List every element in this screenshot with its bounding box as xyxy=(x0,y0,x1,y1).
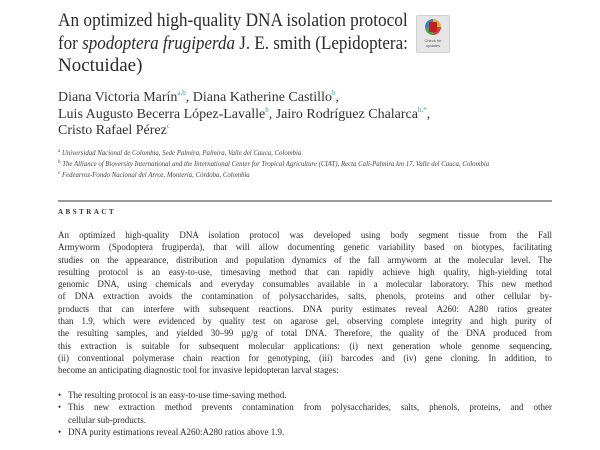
species-name: spodoptera frugiperda xyxy=(82,32,235,54)
abstract-line: the resulting samples, and yielded 30–99… xyxy=(58,328,552,339)
title-line: An optimized high-quality DNA isolation … xyxy=(58,10,408,31)
affiliation-text: The Alliance of Bioversity International… xyxy=(62,161,490,168)
affiliation: a Universidad Nacional de Colombia, Sede… xyxy=(58,148,528,159)
title-line: Noctuidae) xyxy=(58,55,143,76)
affiliation: b The Alliance of Bioversity Internation… xyxy=(58,159,528,170)
author-affiliation-marker[interactable]: c xyxy=(166,122,170,130)
separator: , xyxy=(426,106,431,122)
check-for-updates-icon xyxy=(425,19,441,35)
abstract-line: of DNA extraction avoids the contaminati… xyxy=(58,291,552,302)
abstract-line: resulting protocol is an easy-to-use, ti… xyxy=(58,266,552,277)
separator: , xyxy=(268,106,276,122)
affiliations: a Universidad Nacional de Colombia, Sede… xyxy=(58,148,528,181)
article-title: An optimized high-quality DNA isolation … xyxy=(58,10,408,78)
check-for-updates-button[interactable]: Check for updates xyxy=(416,15,450,53)
abstract-line: than 1.9, which were evidenced by qualit… xyxy=(58,316,552,327)
highlight-text: DNA purity estimations reveal A260:A280 … xyxy=(68,426,285,437)
abstract-line: become an anticipating diagnostic tool f… xyxy=(58,365,339,376)
author-line: Cristo Rafael Pérezc xyxy=(58,123,478,140)
abstract-line: studies on the appearance, distribution … xyxy=(58,254,552,265)
abstract-heading: ABSTRACT xyxy=(58,208,117,216)
highlight-text: This new extraction method prevents cont… xyxy=(68,402,552,413)
abstract-line: (ii) conventional polymerase chain react… xyxy=(58,352,552,363)
author-name[interactable]: Jairo Rodríguez Chalarca xyxy=(275,106,418,122)
check-for-updates-label: Check for updates xyxy=(424,38,442,48)
author-name[interactable]: Luis Augusto Becerra López-Lavalle xyxy=(58,106,266,122)
author-name[interactable]: Diana Victoria Marín xyxy=(58,90,178,105)
author-line: Luis Augusto Becerra López-Lavalleb, Jai… xyxy=(58,105,478,124)
author-affiliation-marker[interactable]: a,b xyxy=(177,89,186,97)
affiliation-text: Universidad Nacional de Colombia, Sede P… xyxy=(61,150,302,157)
author-affiliation-marker[interactable]: b xyxy=(265,105,269,114)
affiliation-key: a xyxy=(58,149,61,154)
author-affiliation-marker[interactable]: b xyxy=(331,89,336,97)
section-divider xyxy=(58,200,552,202)
author-affiliation-marker[interactable]: b,* xyxy=(417,105,427,114)
separator: , xyxy=(185,90,193,105)
abstract-line: An optimized high-quality DNA isolation … xyxy=(58,230,552,240)
affiliation-key: c xyxy=(58,171,61,176)
affiliation-key: b xyxy=(58,160,61,165)
title-text: J. E. smith (Lepidoptera: xyxy=(234,32,408,54)
highlight-item: DNA purity estimations reveal A260:A280 … xyxy=(58,426,552,439)
abstract-line: Armyworm (Spodoptera frugiperda), that w… xyxy=(58,242,552,253)
affiliation: c Fedearroz-Fondo Nacional del Arroz, Mo… xyxy=(58,170,528,181)
affiliation-text: Fedearroz-Fondo Nacional del Arroz, Mont… xyxy=(61,172,250,179)
abstract-body: An optimized high-quality DNA isolation … xyxy=(58,229,552,377)
abstract-line: genomic DNA, using chemicals and everyda… xyxy=(58,279,552,290)
separator: , xyxy=(335,90,339,105)
author-name[interactable]: Cristo Rafael Pérez xyxy=(58,123,167,138)
highlight-text: cellular sub-products. xyxy=(68,414,146,425)
abstract-line: this extraction is suitable for subseque… xyxy=(58,340,552,351)
highlight-item: This new extraction method prevents cont… xyxy=(58,401,552,426)
author-name[interactable]: Diana Katherine Castillo xyxy=(192,90,332,105)
highlights-list: The resulting protocol is an easy-to-use… xyxy=(58,389,552,438)
highlight-text: The resulting protocol is an easy-to-use… xyxy=(68,390,287,400)
highlight-item: The resulting protocol is an easy-to-use… xyxy=(58,389,552,402)
author-line: Diana Victoria Marína,b, Diana Katherine… xyxy=(58,90,478,107)
author-list: Diana Victoria Marína,b, Diana Katherine… xyxy=(58,90,478,140)
abstract-line: products that can interfere with subsequ… xyxy=(58,303,552,314)
title-line: for spodoptera frugiperda J. E. smith (L… xyxy=(58,33,408,56)
title-text: for xyxy=(58,32,83,54)
